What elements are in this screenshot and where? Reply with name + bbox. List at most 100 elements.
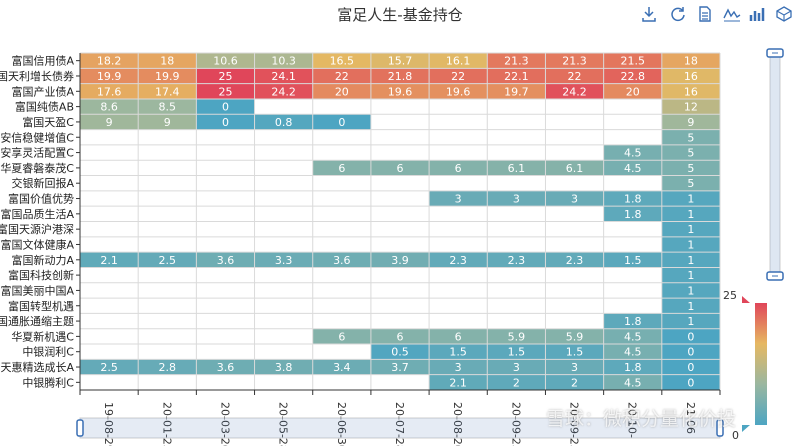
heatmap-cell <box>196 359 255 375</box>
cell-value-label: 6 <box>397 162 404 175</box>
cell-value-label: 2 <box>513 376 520 389</box>
heatmap-cell <box>603 374 662 390</box>
heatmap-cell <box>138 98 197 115</box>
cell-value-label: 22 <box>335 70 349 83</box>
cell-value-label: 19.6 <box>446 85 471 98</box>
visual-map-bar[interactable] <box>755 303 767 425</box>
cell-value-label: 16.1 <box>446 55 471 68</box>
y-axis-label: 天惠精选成长A <box>0 360 74 374</box>
heatmap-cell <box>661 313 720 329</box>
heatmap-cell <box>254 114 313 130</box>
horizontal-zoom-window[interactable] <box>80 418 720 438</box>
cell-value-label: 16 <box>684 85 698 98</box>
cell-value-label: 2.5 <box>159 254 177 267</box>
cell-value-label: 5 <box>687 162 694 175</box>
y-axis-label: 富国美丽中国A <box>0 283 74 297</box>
heatmap-cell <box>487 68 546 84</box>
data-view-icon[interactable] <box>697 6 713 22</box>
download-icon[interactable] <box>641 6 657 22</box>
horizontal-zoom-handle[interactable] <box>76 419 84 437</box>
chart-title: 富足人生-基金持仓 <box>337 6 463 24</box>
line-chart-icon[interactable] <box>723 6 741 22</box>
cell-value-label: 1.5 <box>624 254 642 267</box>
cell-value-label: 3 <box>513 193 520 206</box>
cell-value-label: 22 <box>451 70 465 83</box>
data-zoom <box>76 48 784 439</box>
heatmap-cell <box>138 53 197 69</box>
heatmap-cell <box>661 68 720 84</box>
heatmap-cell <box>370 160 430 176</box>
heatmap-cell <box>80 359 139 375</box>
y-axis-label: 富国价值优势 <box>8 192 74 206</box>
heatmap-cell <box>487 359 546 375</box>
heatmap-cell <box>661 98 720 115</box>
x-axis-label: 20-06-30 <box>335 402 348 446</box>
cell-value-label: 0 <box>687 330 694 343</box>
heatmap-cell <box>661 221 720 237</box>
heatmap-cell <box>487 374 546 390</box>
heatmap-cell <box>196 114 255 130</box>
cell-value-label: 25 <box>218 70 232 83</box>
heatmap-cell <box>80 98 139 115</box>
y-axis-label: 中银腾利C <box>22 375 74 389</box>
cell-value-label: 22 <box>568 70 582 83</box>
heatmap-cell <box>429 83 488 99</box>
cell-value-label: 0.5 <box>391 346 409 359</box>
cell-value-label: 24.2 <box>271 85 296 98</box>
y-axis-label: 富国纯债AB <box>15 100 74 114</box>
heatmap-cell <box>661 53 720 69</box>
cell-value-label: 22.1 <box>504 70 529 83</box>
x-axis-label: 20-10- <box>626 402 639 438</box>
heatmap-cell <box>661 114 720 130</box>
cell-value-label: 6 <box>338 162 345 175</box>
visual-map-max-handle[interactable] <box>742 296 750 303</box>
cell-value-label: 8.5 <box>159 101 177 114</box>
vertical-zoom-window[interactable] <box>770 53 780 276</box>
heatmap-cell <box>603 53 662 69</box>
cell-value-label: 1.8 <box>624 315 642 328</box>
heatmap-cell <box>196 252 255 268</box>
heatmap-cell <box>545 252 604 268</box>
heatmap-cell <box>603 344 662 360</box>
heatmap-cell <box>370 328 430 345</box>
heatmap-cell <box>370 83 430 99</box>
x-axis-label: 20-09-23 <box>509 402 522 446</box>
cell-value-label: 6 <box>455 162 462 175</box>
y-axis-label: 安享灵活配置C <box>0 146 74 160</box>
heatmap-cell <box>661 328 720 345</box>
cell-value-label: 15.7 <box>388 55 413 68</box>
heatmap-cell <box>545 190 604 207</box>
heatmap-cell <box>429 53 488 69</box>
visual-map-min-label: 0 <box>732 429 739 442</box>
cell-value-label: 5 <box>687 177 694 190</box>
heatmap-cell <box>138 252 197 268</box>
heatmap-cell <box>487 160 546 176</box>
refresh-icon[interactable] <box>670 6 686 22</box>
cell-value-label: 1 <box>687 315 694 328</box>
horizontal-zoom-handle[interactable] <box>716 419 724 437</box>
heatmap-cell <box>370 344 430 360</box>
restore-icon[interactable] <box>776 6 792 22</box>
cell-value-label: 12 <box>684 101 698 114</box>
heatmap-cell <box>545 359 604 375</box>
cell-value-label: 2.1 <box>100 254 118 267</box>
heatmap-cell <box>661 374 720 390</box>
heatmap-cell <box>661 252 720 268</box>
cell-value-label: 3.4 <box>333 361 351 374</box>
heatmap-cell <box>603 206 662 222</box>
heatmap-cell <box>603 359 662 375</box>
heatmap-cell <box>138 359 197 375</box>
heatmap-cell <box>545 160 604 176</box>
bar-chart-icon[interactable] <box>749 6 765 22</box>
cell-value-label: 3 <box>571 193 578 206</box>
visual-map-min-handle[interactable] <box>742 425 750 432</box>
heatmap-cell <box>80 114 139 130</box>
cell-value-label: 18.2 <box>97 55 122 68</box>
cell-value-label: 19.6 <box>388 85 413 98</box>
heatmap-cell <box>429 374 488 390</box>
heatmap-cell <box>138 68 197 84</box>
cell-value-label: 2.5 <box>100 361 118 374</box>
heatmap-cell <box>429 344 488 360</box>
heatmap-cell <box>545 344 604 360</box>
